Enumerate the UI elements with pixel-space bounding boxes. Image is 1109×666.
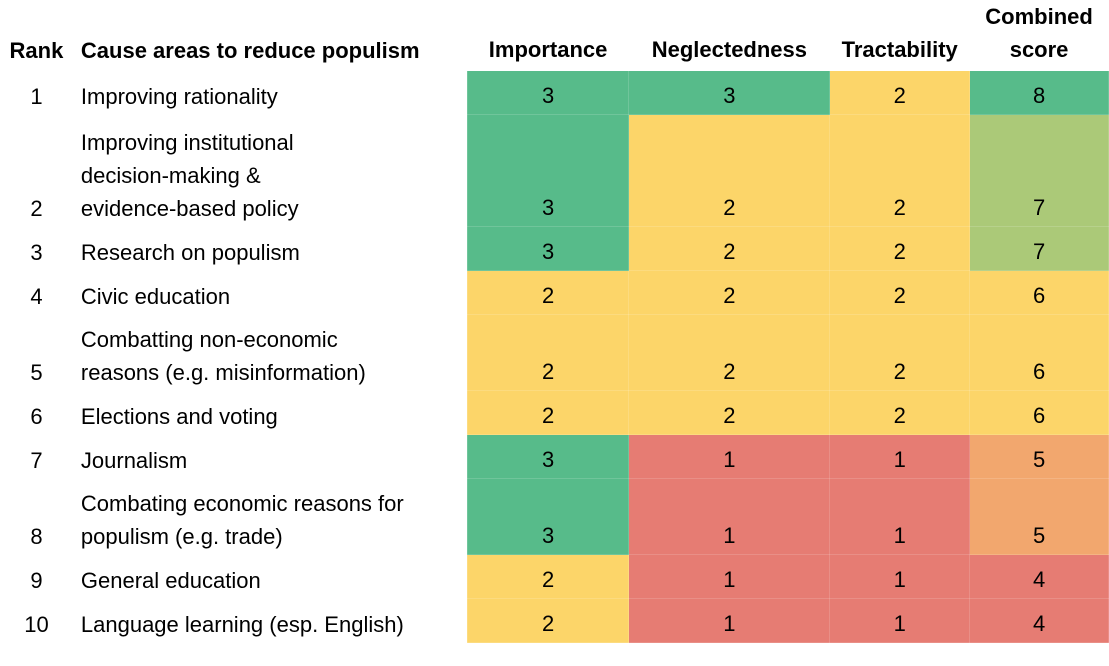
rank-cell: 9 <box>30 567 43 593</box>
rank-cell: 6 <box>30 403 43 429</box>
table-row: 7 Journalism 3 1 1 5 <box>0 434 1109 479</box>
neglectedness-score-cell: 1 <box>628 434 831 479</box>
combined-score-cell: 8 <box>969 70 1109 115</box>
rank-cell: 8 <box>30 523 43 549</box>
table-row: 1 Improving rationality 3 3 2 8 <box>0 70 1109 115</box>
importance-score-cell: 3 <box>466 70 630 115</box>
table-row: 3 Research on populism 3 2 2 7 <box>0 226 1109 271</box>
cause-cell: Improving institutional decision-making &… <box>73 115 467 227</box>
importance-score-cell: 3 <box>466 226 630 271</box>
header-combined-line1: Combined <box>985 4 1093 29</box>
importance-score-cell: 2 <box>466 598 630 643</box>
table-row: 5 Combatting non-economic reasons (e.g. mi… <box>0 314 1109 391</box>
cause-cell: Journalism <box>73 435 467 479</box>
header-neglectedness: Neglectedness <box>651 37 808 62</box>
neglectedness-score-cell: 2 <box>628 226 831 271</box>
cause-cell: Civic education <box>73 271 467 315</box>
cause-cell: Improving rationality <box>73 71 467 115</box>
cause-cell: Combatting non-economic reasons (e.g. mis… <box>73 315 467 391</box>
cause-line: Journalism <box>80 447 188 473</box>
header-rank: Rank <box>9 37 64 63</box>
table-row: 6 Elections and voting 2 2 2 6 <box>0 390 1109 435</box>
table-header-row: Rank Cause areas to reduce populism Impo… <box>0 0 1109 71</box>
tractability-score-cell: 1 <box>829 598 971 643</box>
tractability-score-cell: 2 <box>829 390 971 435</box>
neglectedness-score-cell: 1 <box>628 554 831 599</box>
tractability-score-cell: 2 <box>829 70 971 115</box>
neglectedness-score-cell: 1 <box>628 598 831 643</box>
table-row: 4 Civic education 2 2 2 6 <box>0 270 1109 315</box>
cause-line: Research on populism <box>80 239 300 265</box>
importance-score-cell: 3 <box>466 434 630 479</box>
tractability-score-cell: 1 <box>829 478 971 555</box>
combined-score-cell: 4 <box>969 554 1109 599</box>
neglectedness-score-cell: 2 <box>628 314 831 391</box>
rank-cell: 3 <box>30 239 43 265</box>
rank-cell: 7 <box>30 447 43 473</box>
combined-score-cell: 5 <box>969 434 1109 479</box>
tractability-score-cell: 2 <box>829 270 971 315</box>
importance-score-cell: 2 <box>466 270 630 315</box>
neglectedness-score-cell: 3 <box>628 70 831 115</box>
importance-score-cell: 2 <box>466 554 630 599</box>
neglectedness-score-cell: 1 <box>628 478 831 555</box>
importance-score-cell: 2 <box>466 390 630 435</box>
cause-line: Improving rationality <box>80 83 278 109</box>
neglectedness-score-cell: 2 <box>628 114 831 227</box>
tractability-score-cell: 2 <box>829 114 971 227</box>
tractability-score-cell: 1 <box>829 434 971 479</box>
rank-cell: 5 <box>30 359 43 385</box>
header-combined-score: Combined score <box>970 0 1109 71</box>
combined-score-cell: 5 <box>969 478 1109 555</box>
cause-cell: General education <box>73 555 467 599</box>
header-tractability: Tractability <box>841 37 958 62</box>
combined-score-cell: 6 <box>969 270 1109 315</box>
header-combined-line2: score <box>1009 37 1069 62</box>
rank-cell: 1 <box>30 83 43 109</box>
rank-cell: 10 <box>24 611 49 637</box>
table-row: 8 Combating economic reasons for populism … <box>0 478 1109 555</box>
neglectedness-score-cell: 2 <box>628 390 831 435</box>
combined-score-cell: 7 <box>969 226 1109 271</box>
cause-areas-table: Rank Cause areas to reduce populism Impo… <box>0 0 1109 643</box>
cause-cell: Research on populism <box>73 227 467 271</box>
cause-line: Elections and voting <box>80 403 278 429</box>
importance-score-cell: 2 <box>466 314 630 391</box>
cause-line: decision-making & <box>80 162 261 188</box>
cause-line: populism (e.g. trade) <box>80 523 283 549</box>
tractability-score-cell: 1 <box>829 554 971 599</box>
table-row: 2 Improving institutional decision-making … <box>0 114 1109 227</box>
cause-cell: Combating economic reasons for populism (… <box>73 479 467 555</box>
header-cause: Cause areas to reduce populism <box>80 37 420 63</box>
cause-line: Combating economic reasons for <box>80 490 404 516</box>
cause-cell: Elections and voting <box>73 391 467 435</box>
tractability-score-cell: 2 <box>829 226 971 271</box>
combined-score-cell: 6 <box>969 390 1109 435</box>
combined-score-cell: 6 <box>969 314 1109 391</box>
neglectedness-score-cell: 2 <box>628 270 831 315</box>
cause-line: Civic education <box>80 283 231 309</box>
cause-line: Combatting non-economic <box>80 326 338 352</box>
table-row: 9 General education 2 1 1 4 <box>0 554 1109 599</box>
cause-cell: Language learning (esp. English) <box>73 599 467 643</box>
cause-line: Improving institutional <box>80 129 294 155</box>
cause-line: General education <box>80 567 261 593</box>
table-body: 1 Improving rationality 3 3 2 8 2 Improving ins… <box>0 70 1109 643</box>
importance-score-cell: 3 <box>466 478 630 555</box>
cause-line: reasons (e.g. misinformation) <box>80 359 366 385</box>
table-row: 10 Language learning (esp. English) 2 1 1 4 <box>0 598 1109 643</box>
rank-cell: 2 <box>30 195 43 221</box>
importance-score-cell: 3 <box>466 114 630 227</box>
combined-score-cell: 7 <box>969 114 1109 227</box>
cause-line: Language learning (esp. English) <box>80 611 404 637</box>
combined-score-cell: 4 <box>969 598 1109 643</box>
cause-line: evidence-based policy <box>80 195 299 221</box>
header-importance: Importance <box>488 37 608 62</box>
tractability-score-cell: 2 <box>829 314 971 391</box>
rank-cell: 4 <box>30 283 43 309</box>
